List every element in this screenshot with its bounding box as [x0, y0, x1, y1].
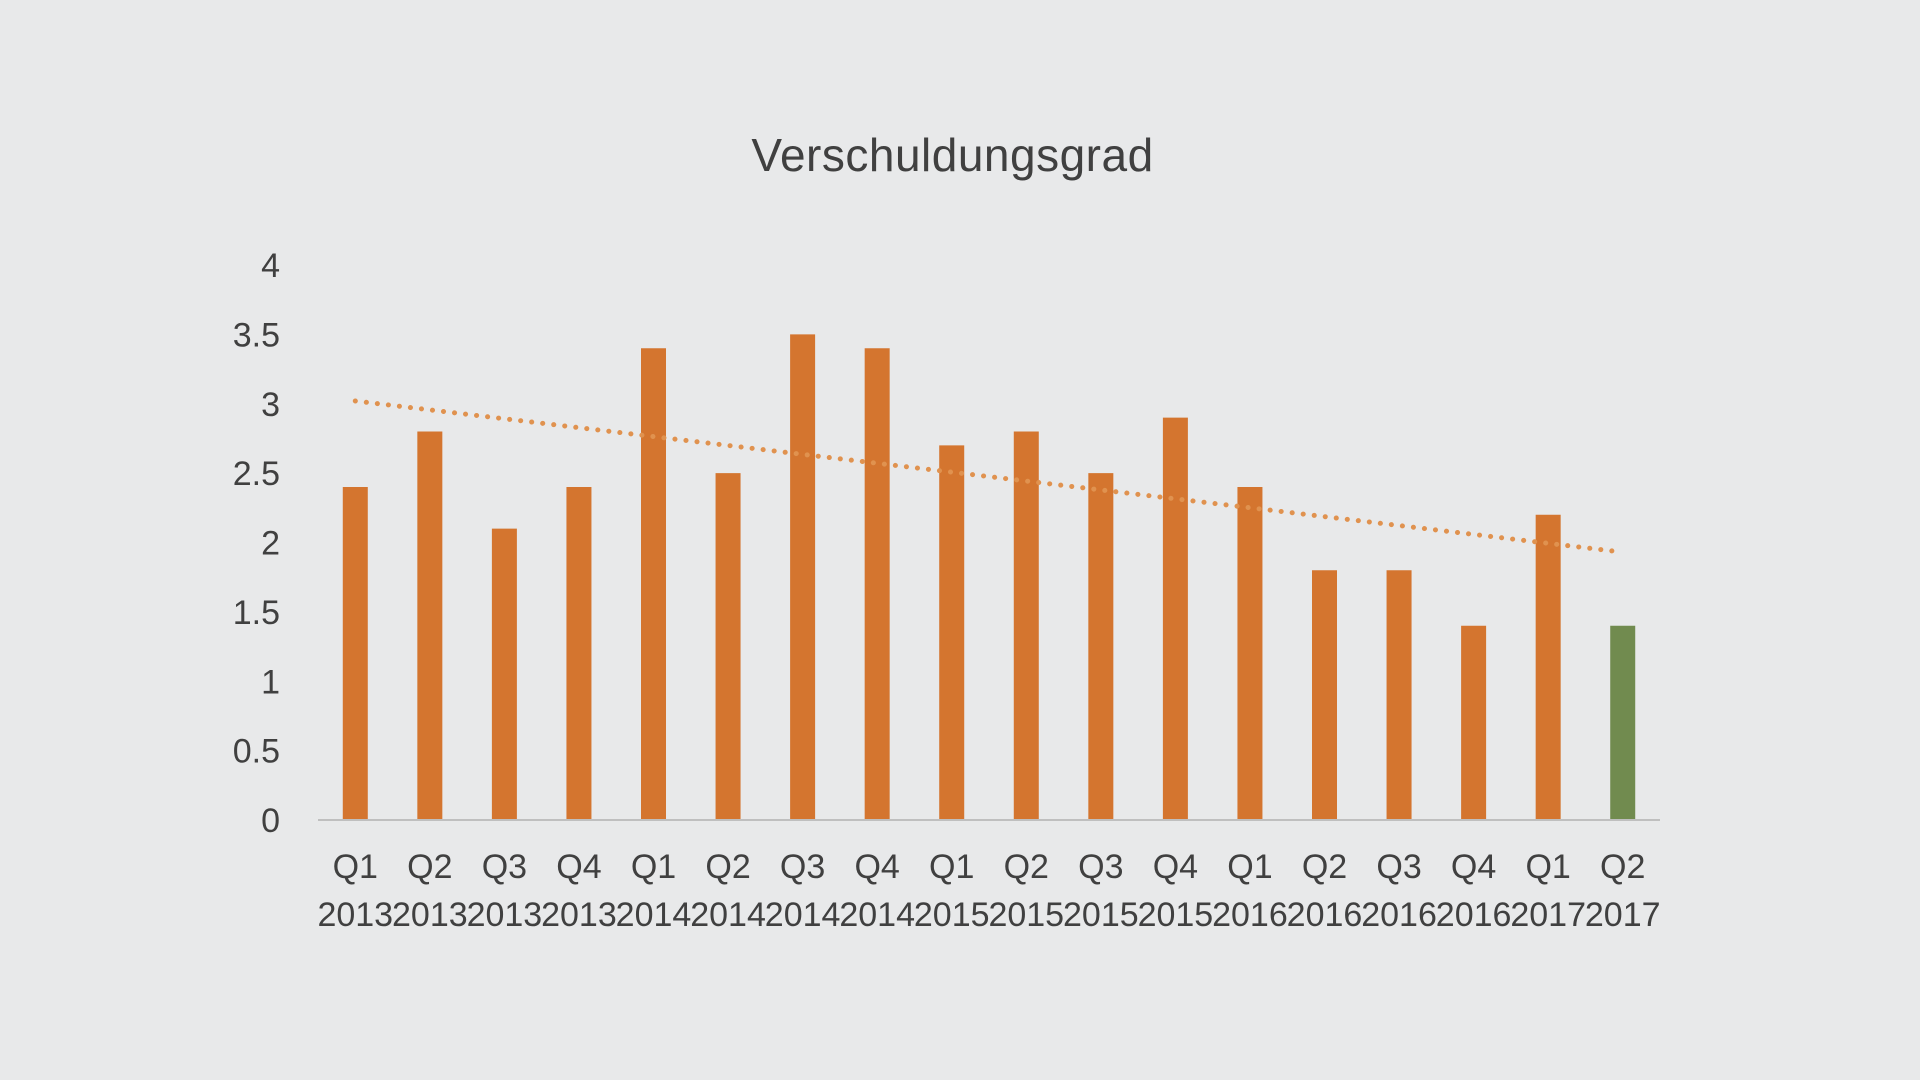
x-tick-quarter: Q2	[705, 848, 750, 886]
x-tick-quarter: Q3	[482, 848, 527, 886]
x-tick-label: Q3 2016	[1361, 848, 1437, 934]
bar	[491, 528, 517, 820]
bar	[1162, 417, 1188, 820]
y-tick-label: 3	[261, 386, 280, 424]
x-tick-quarter: Q1	[1525, 848, 1570, 886]
bar	[1013, 431, 1039, 820]
x-tick-year: 2013	[541, 896, 617, 934]
x-tick-quarter: Q2	[1004, 848, 1049, 886]
x-tick-year: 2013	[317, 896, 393, 934]
bar	[715, 473, 741, 820]
x-tick-quarter: Q2	[407, 848, 452, 886]
x-tick-year: 2016	[1436, 896, 1512, 934]
y-axis-ticks: 0 0.5 1 1.5 2 2.5 3 3.5 4	[233, 247, 280, 840]
x-tick-label: Q3 2014	[765, 848, 841, 934]
x-tick-label: Q2 2016	[1287, 848, 1363, 934]
x-tick-year: 2016	[1361, 896, 1437, 934]
x-tick-label: Q1 2016	[1212, 848, 1288, 934]
y-tick-label: 2	[261, 525, 280, 563]
bar	[1088, 473, 1114, 820]
x-tick-quarter: Q3	[1078, 848, 1123, 886]
x-tick-quarter: Q3	[1376, 848, 1421, 886]
x-tick-label: Q4 2014	[839, 848, 915, 934]
x-tick-label: Q3 2015	[1063, 848, 1139, 934]
x-tick-quarter: Q1	[929, 848, 974, 886]
y-tick-label: 0.5	[233, 733, 280, 771]
x-tick-quarter: Q2	[1600, 848, 1645, 886]
x-tick-quarter: Q1	[1227, 848, 1272, 886]
x-tick-year: 2013	[467, 896, 543, 934]
bar	[417, 431, 443, 820]
x-tick-label: Q2 2015	[988, 848, 1064, 934]
x-tick-quarter: Q4	[556, 848, 601, 886]
x-tick-label: Q4 2016	[1436, 848, 1512, 934]
bar	[1461, 625, 1487, 820]
bar	[1610, 625, 1636, 820]
bar	[641, 348, 666, 820]
x-tick-year: 2014	[690, 896, 766, 934]
trendline-path	[352, 398, 1626, 555]
bar	[1535, 514, 1561, 820]
bars	[342, 334, 1636, 820]
x-tick-label: Q2 2013	[392, 848, 468, 934]
trendline	[352, 398, 1626, 555]
x-tick-label: Q3 2013	[467, 848, 543, 934]
bar	[939, 445, 965, 820]
y-tick-label: 0	[261, 802, 280, 840]
x-tick-year: 2013	[392, 896, 468, 934]
y-tick-label: 1	[261, 663, 280, 701]
bar	[1312, 570, 1337, 820]
x-tick-quarter: Q1	[333, 848, 378, 886]
x-tick-quarter: Q2	[1302, 848, 1347, 886]
x-tick-label: Q2 2017	[1585, 848, 1661, 934]
x-tick-year: 2014	[765, 896, 841, 934]
x-tick-year: 2017	[1585, 896, 1661, 934]
x-tick-year: 2015	[1138, 896, 1214, 934]
x-tick-year: 2015	[988, 896, 1064, 934]
x-tick-year: 2015	[1063, 896, 1139, 934]
x-tick-year: 2015	[914, 896, 990, 934]
x-tick-label: Q1 2015	[914, 848, 990, 934]
bar	[1386, 570, 1412, 820]
x-tick-year: 2016	[1287, 896, 1363, 934]
x-tick-quarter: Q4	[1153, 848, 1198, 886]
bar	[864, 348, 890, 820]
bar	[566, 487, 592, 820]
x-tick-label: Q1 2013	[317, 848, 393, 934]
x-tick-quarter: Q1	[631, 848, 676, 886]
bar	[1237, 487, 1263, 820]
x-tick-label: Q4 2013	[541, 848, 617, 934]
x-tick-quarter: Q4	[854, 848, 899, 886]
bar	[790, 334, 816, 820]
chart-title: Verschuldungsgrad	[751, 129, 1154, 181]
bar	[342, 487, 368, 820]
x-tick-year: 2017	[1510, 896, 1586, 934]
y-tick-label: 3.5	[233, 316, 280, 354]
y-tick-label: 4	[261, 247, 280, 285]
x-tick-quarter: Q4	[1451, 848, 1496, 886]
y-tick-label: 1.5	[233, 594, 280, 632]
x-tick-label: Q1 2014	[616, 848, 692, 934]
x-tick-label: Q1 2017	[1510, 848, 1586, 934]
x-axis-ticks: Q1 2013 Q2 2013 Q3 2013 Q4 2013 Q1 2014 Q2 2014 Q3 20…	[317, 848, 1660, 934]
x-tick-quarter: Q3	[780, 848, 825, 886]
x-tick-label: Q2 2014	[690, 848, 766, 934]
y-tick-label: 2.5	[233, 455, 280, 493]
x-tick-year: 2014	[839, 896, 915, 934]
x-tick-year: 2016	[1212, 896, 1288, 934]
x-tick-year: 2014	[616, 896, 692, 934]
x-tick-label: Q4 2015	[1138, 848, 1214, 934]
